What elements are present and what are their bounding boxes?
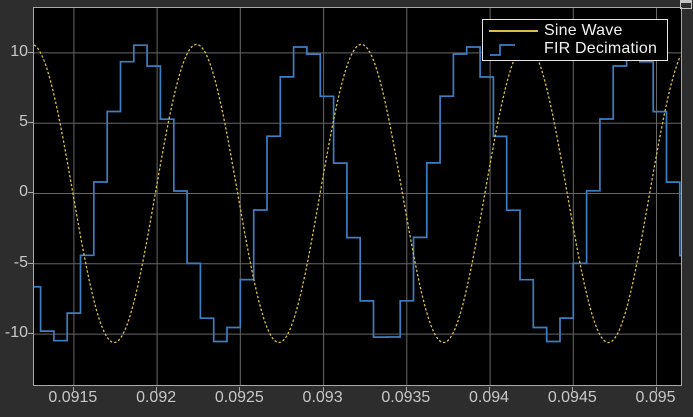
x-tick-mark (655, 387, 657, 392)
x-tick-label: 0.0915 (48, 389, 98, 406)
y-tick-mark (28, 51, 33, 53)
y-tick-mark (28, 192, 33, 194)
sine-wave-line (34, 43, 681, 344)
x-tick-mark (405, 387, 407, 392)
x-tick-label: 0.094 (469, 389, 510, 406)
plot-area[interactable] (33, 7, 682, 386)
y-tick-mark (28, 122, 33, 124)
x-tick-mark (489, 387, 491, 392)
x-tick-mark (72, 387, 74, 392)
x-tick-mark (156, 387, 158, 392)
y-tick-label: 0 (19, 183, 28, 201)
plot-canvas[interactable] (34, 8, 681, 385)
x-tick-mark (572, 387, 574, 392)
y-tick-label: -5 (13, 253, 28, 271)
x-tick-mark (239, 387, 241, 392)
legend-label: FIR Decimation (544, 40, 658, 57)
x-tick-mark (322, 387, 324, 392)
window-restore-icon[interactable] (680, 0, 692, 9)
legend[interactable]: Sine Wave FIR Decimation (482, 19, 668, 61)
y-tick-label: -10 (4, 324, 28, 342)
y-tick-mark (28, 333, 33, 335)
grid-lines (34, 8, 681, 385)
y-tick-label: 5 (19, 113, 28, 131)
legend-entry-sine-wave[interactable]: Sine Wave (488, 22, 662, 40)
x-tick-label: 0.0925 (214, 389, 264, 406)
y-tick-mark (28, 262, 33, 264)
legend-line-sample-icon (488, 30, 544, 32)
x-tick-label: 0.0945 (547, 389, 597, 406)
x-tick-label: 0.093 (302, 389, 343, 406)
legend-entry-fir-decimation[interactable]: FIR Decimation (488, 40, 662, 58)
y-tick-label: 10 (10, 42, 28, 60)
legend-step-sample-icon (488, 41, 544, 57)
legend-label: Sine Wave (544, 22, 623, 39)
x-tick-label: 0.0935 (381, 389, 431, 406)
x-tick-label: 0.095 (635, 389, 676, 406)
fir-decimation-line (34, 44, 681, 343)
x-tick-label: 0.092 (136, 389, 177, 406)
